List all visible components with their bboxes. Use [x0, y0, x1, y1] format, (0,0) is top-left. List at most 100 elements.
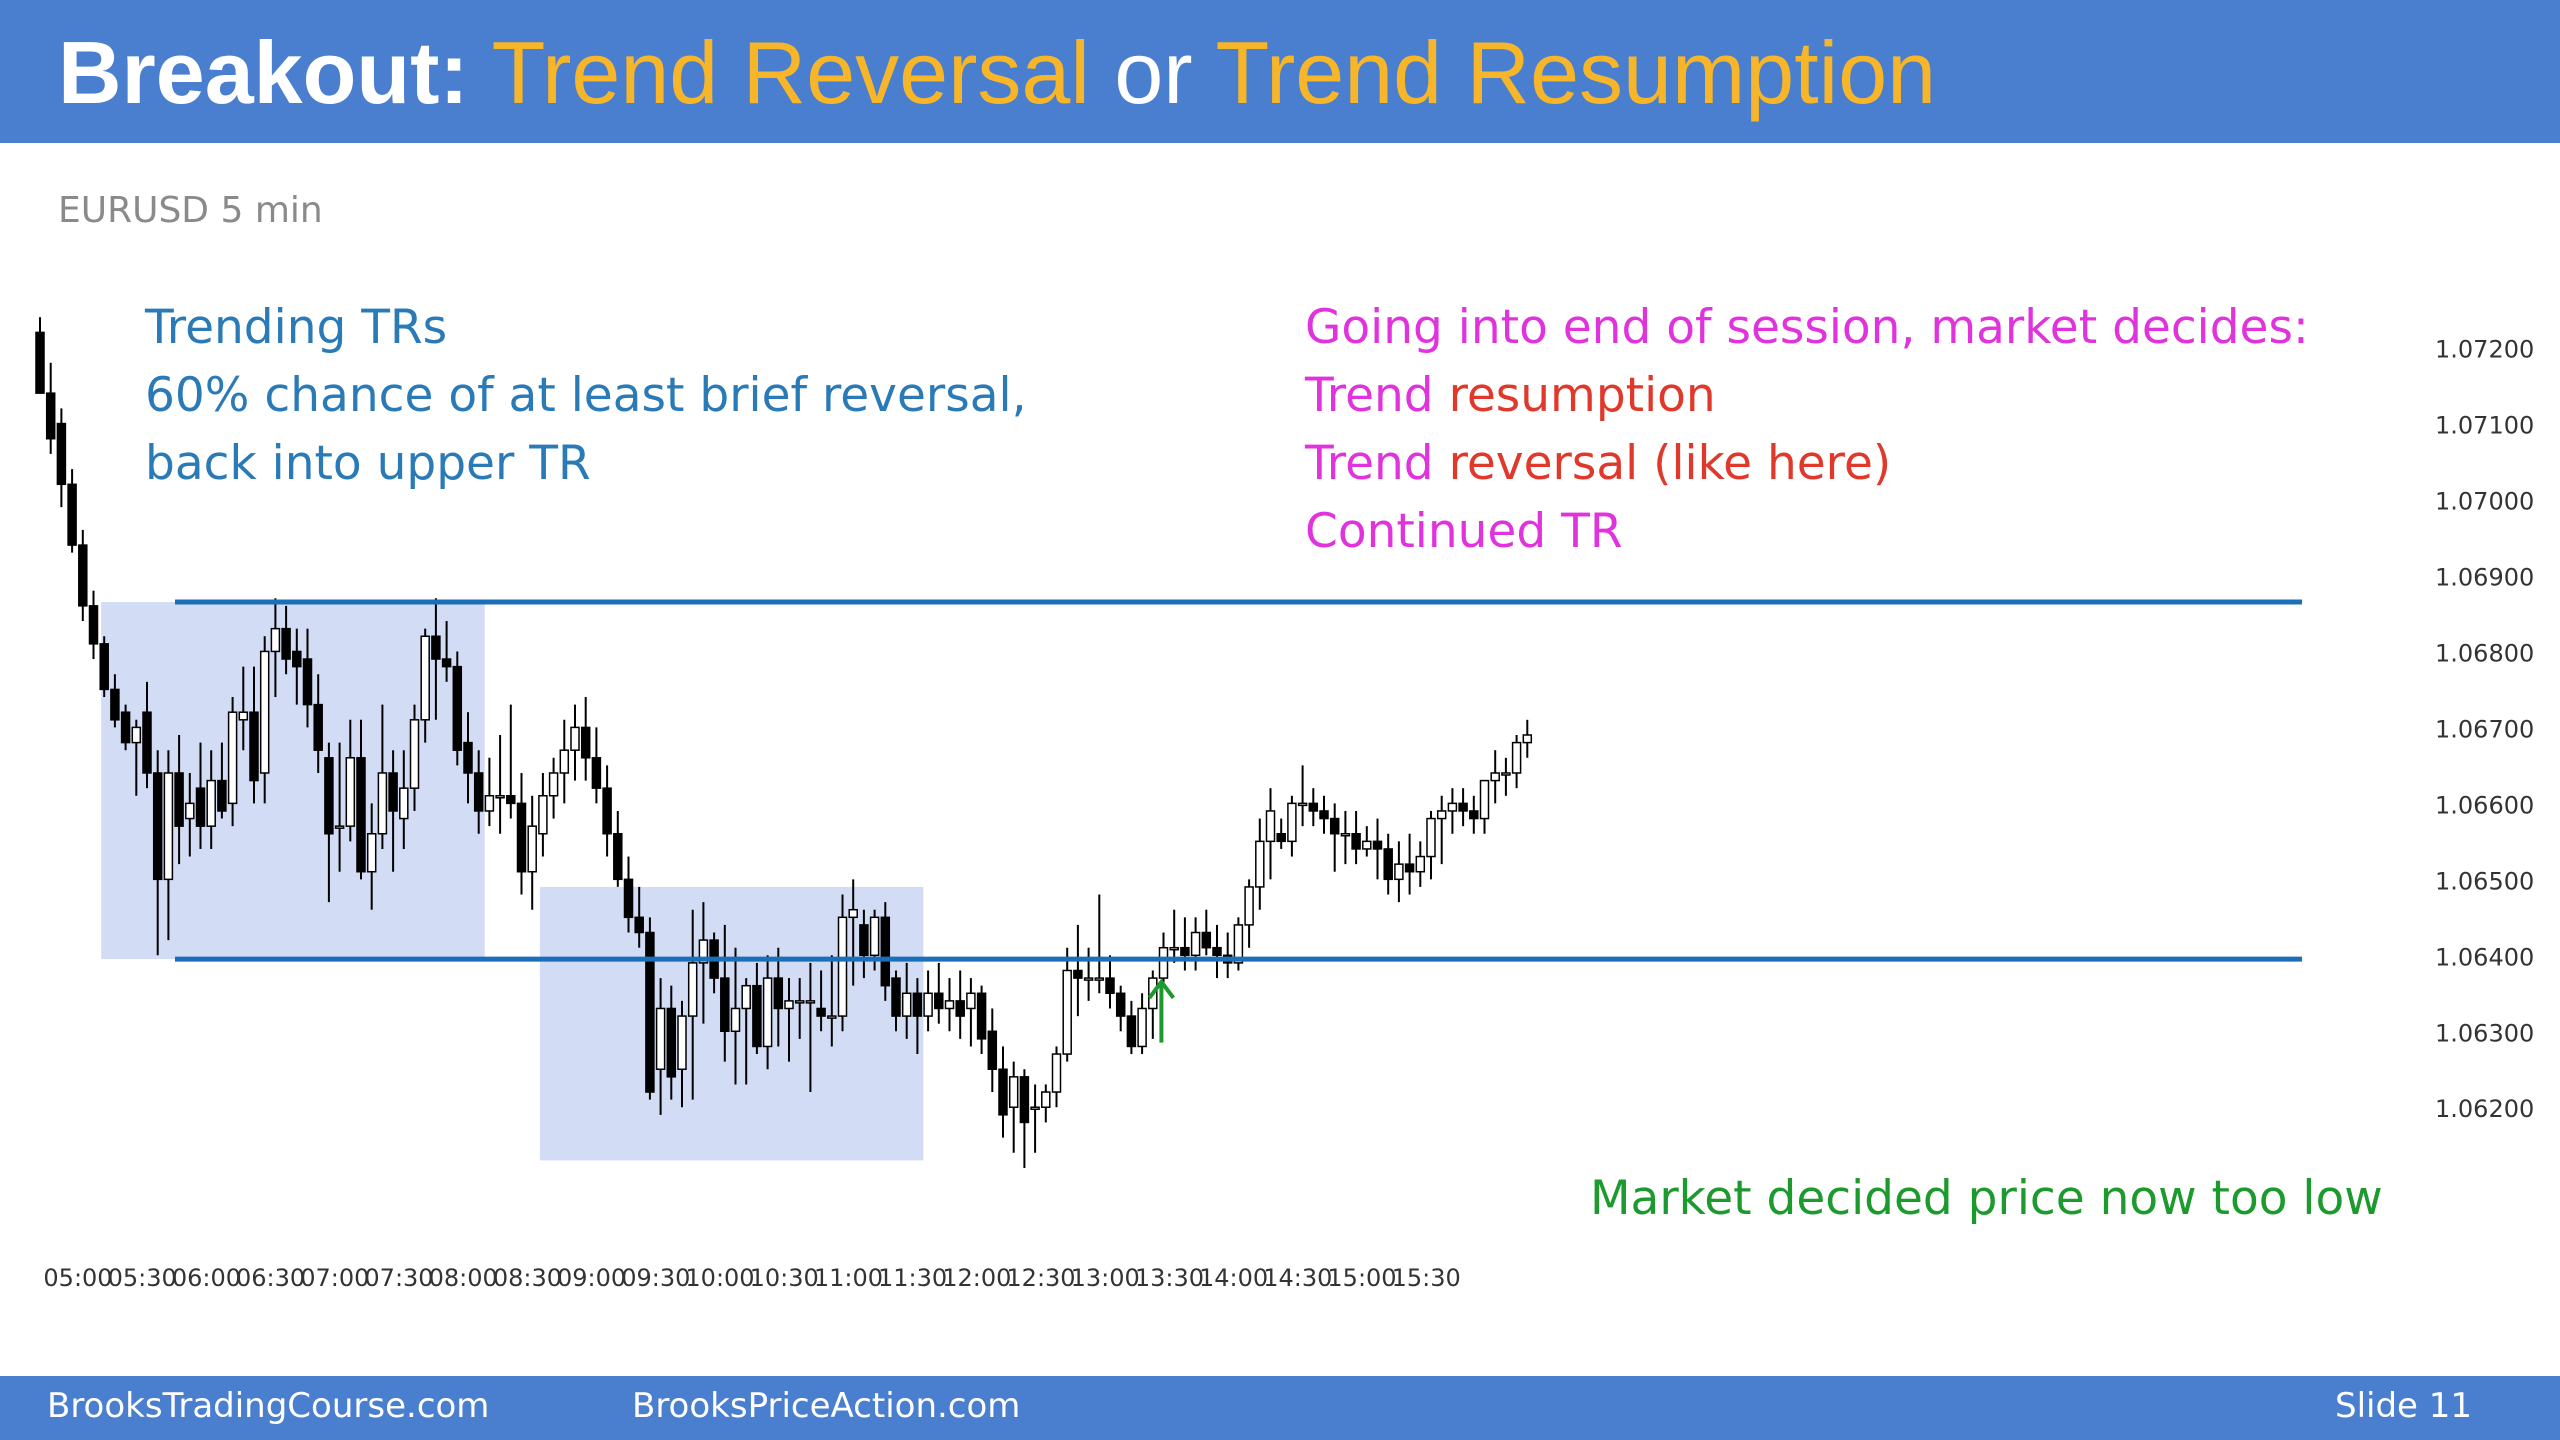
candle-body-bear	[174, 772, 184, 827]
candle-body-bull	[687, 962, 698, 1017]
candle	[698, 902, 709, 1024]
candle	[976, 985, 987, 1055]
candle-body-bear	[452, 665, 463, 751]
candle-body-bull	[1137, 1007, 1147, 1048]
candle-body-bull	[206, 779, 216, 827]
candle	[1190, 917, 1201, 971]
candle-body-bull	[1287, 802, 1297, 843]
candle	[388, 750, 398, 872]
candle-body-bear	[645, 931, 655, 1093]
candle	[1126, 1000, 1137, 1055]
candle-body-bull	[1362, 840, 1372, 850]
candle	[185, 772, 195, 857]
candle-body-bear	[506, 795, 516, 805]
candle-body-bear	[1319, 810, 1329, 820]
candle-body-bear	[666, 1007, 677, 1078]
candle	[174, 735, 184, 865]
x-tick-label: 07:00	[300, 1264, 369, 1292]
candle-body-bear	[195, 787, 206, 827]
candle	[324, 742, 334, 903]
candle	[281, 605, 291, 675]
candle-body-bull	[1265, 810, 1276, 843]
candle-body-bear	[217, 779, 227, 812]
candle-body-bull	[1030, 1106, 1040, 1110]
candle	[912, 978, 923, 1055]
y-tick-label: 1.06900	[2435, 563, 2534, 591]
candle	[923, 970, 933, 1032]
candle-body-bull	[1083, 977, 1094, 981]
candle-body-bull	[1041, 1091, 1051, 1108]
title-breakout: Breakout:	[58, 23, 469, 122]
candle	[1115, 985, 1126, 1032]
candle	[634, 886, 644, 948]
candle	[452, 651, 463, 766]
candle-body-bear	[249, 711, 259, 782]
candle-body-bull	[1501, 772, 1511, 776]
note-left-line-1: Trending TRs	[145, 300, 448, 355]
candle-body-bull	[527, 825, 537, 873]
y-tick-label: 1.07000	[2435, 488, 2534, 516]
candle	[1415, 841, 1426, 887]
candle	[580, 697, 591, 781]
candle	[1490, 750, 1500, 804]
candle	[1340, 810, 1351, 865]
candle	[259, 636, 270, 804]
x-tick-label: 09:30	[621, 1264, 690, 1292]
candle-body-bull	[1522, 734, 1533, 744]
candle-body-bull	[1094, 977, 1105, 981]
x-tick-label: 11:00	[814, 1264, 883, 1292]
candle	[1030, 1084, 1040, 1153]
candle-body-bull	[848, 908, 858, 919]
candle-body-bear	[1126, 1015, 1137, 1048]
candle-body-bear	[1329, 817, 1340, 835]
candle	[249, 666, 259, 804]
candle-body-bear	[152, 772, 163, 881]
candle	[152, 750, 163, 956]
candle	[591, 727, 602, 804]
slide-footer: BrooksTradingCourse.com BrooksPriceActio…	[0, 1376, 2560, 1440]
candle	[67, 469, 77, 553]
candle	[666, 985, 677, 1100]
candle	[1073, 924, 1083, 1017]
candle-body-bull	[1340, 833, 1351, 837]
candle	[506, 704, 516, 819]
candle-body-bull	[185, 802, 195, 820]
y-tick-label: 1.06200	[2435, 1095, 2534, 1123]
candle-body-bear	[88, 605, 99, 645]
candle	[752, 962, 762, 1055]
candle-body-bull	[1415, 855, 1426, 873]
candle	[1351, 810, 1361, 865]
slide-title: Breakout: Trend Reversal or Trend Resump…	[58, 14, 1936, 132]
candle	[1276, 818, 1286, 849]
candle	[1083, 947, 1094, 1001]
candle-body-bear	[912, 992, 923, 1017]
candle-body-bear	[1351, 833, 1361, 850]
candle-body-bull	[270, 627, 281, 653]
candle	[741, 978, 751, 1085]
x-tick-label: 08:30	[493, 1264, 562, 1292]
candle	[1148, 970, 1158, 1039]
candle	[217, 742, 227, 819]
candle	[1479, 779, 1490, 834]
candle	[366, 803, 377, 910]
candle-body-bull	[420, 635, 430, 721]
candle	[1255, 818, 1265, 910]
candle-body-bear	[431, 635, 441, 660]
candle	[110, 674, 120, 728]
candle	[966, 978, 976, 1047]
candle	[1297, 765, 1308, 827]
candle-body-bear	[752, 984, 762, 1048]
note-left-line-2: 60% chance of at least brief reversal,	[145, 368, 1027, 423]
title-or: or	[1114, 23, 1193, 122]
candle	[602, 765, 612, 857]
candle-body-bear	[1019, 1076, 1030, 1124]
note-right-line-1: Going into end of session, market decide…	[1305, 300, 2309, 355]
candle	[463, 712, 473, 804]
y-tick-label: 1.06300	[2435, 1019, 2534, 1047]
candle-body-bear	[313, 703, 323, 751]
candle	[238, 666, 249, 751]
candle-body-bull	[259, 650, 270, 774]
candle-body-bull	[730, 1007, 741, 1033]
y-tick-label: 1.06400	[2435, 943, 2534, 971]
candle	[516, 772, 527, 895]
